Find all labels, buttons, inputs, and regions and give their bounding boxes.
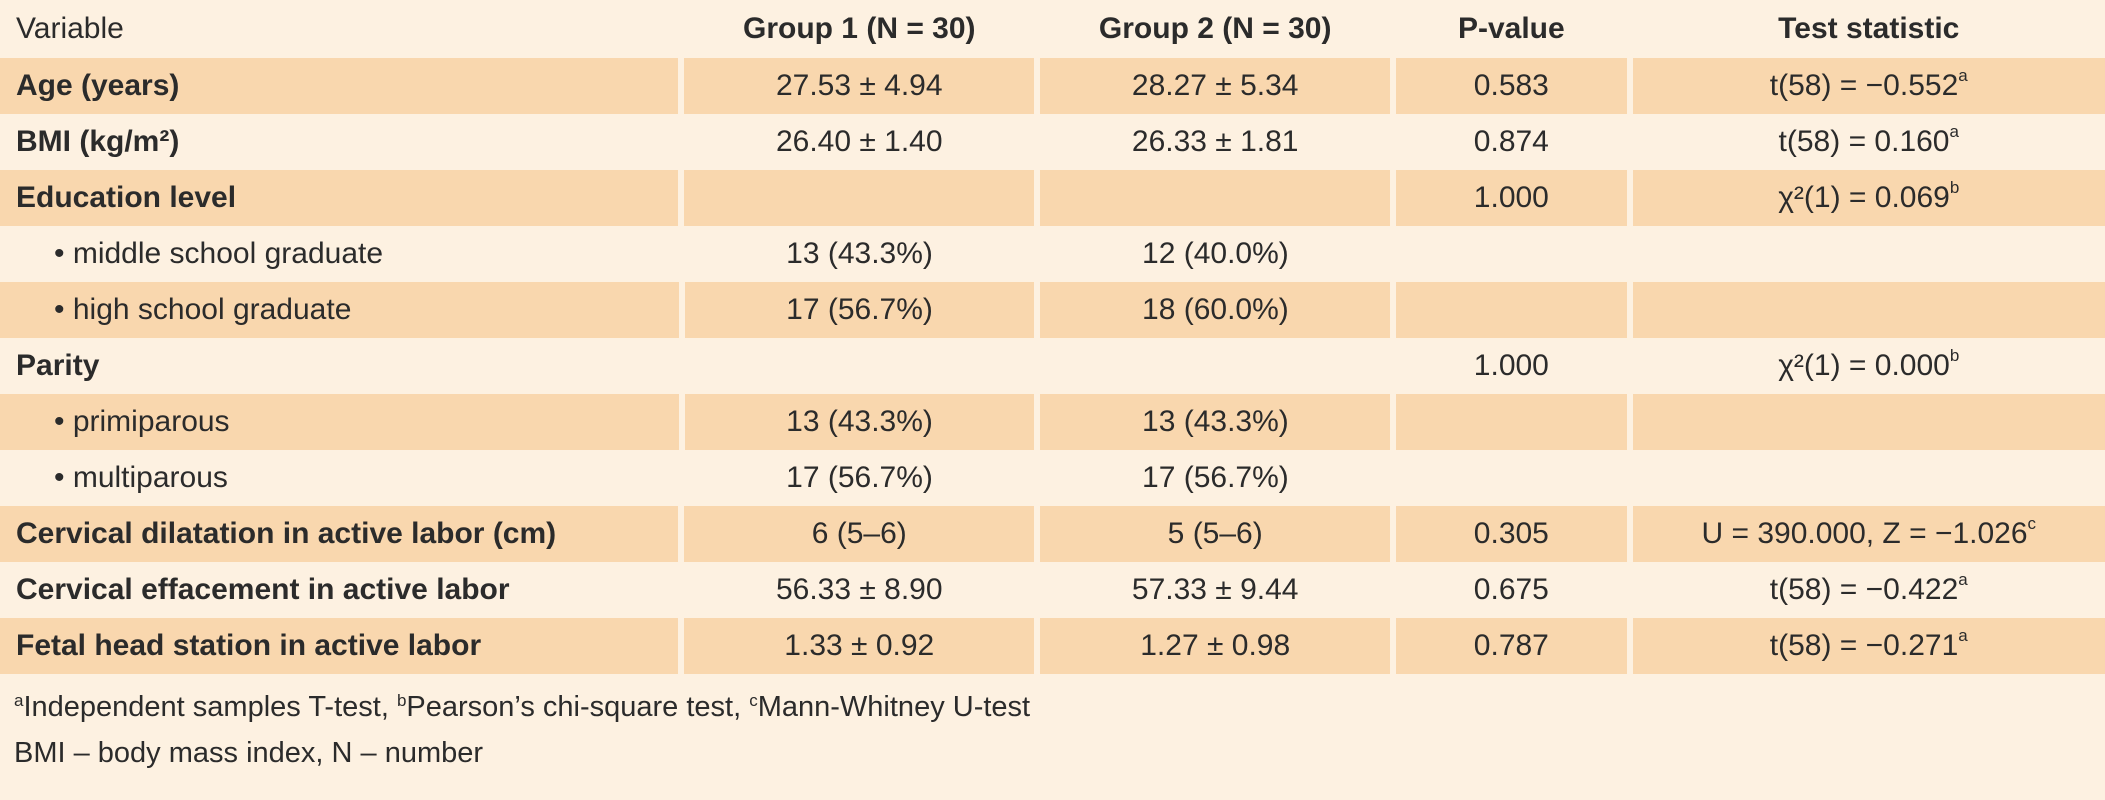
group1-value: 56.33 ± 8.90 <box>775 573 943 606</box>
group2-value: 5 (5–6) <box>1040 506 1391 562</box>
group1-value: 17 (56.7%) <box>684 282 1035 338</box>
table-row: BMI (kg/m²) 26.40 ± 1.40 26.33 ± 1.81 0.… <box>0 114 2105 170</box>
table-row: • primiparous 13 (43.3%) 13 (43.3%) <box>0 394 2105 450</box>
p-value <box>1396 394 1627 450</box>
group1-value: 17 (56.7%) <box>786 461 933 494</box>
group2-value <box>1040 170 1391 226</box>
group1-value <box>684 338 1034 394</box>
group2-value: 28.27 ± 5.34 <box>1040 58 1391 114</box>
header-group2: Group 2 (N = 30) <box>1098 12 1332 45</box>
group1-value: 27.53 ± 4.94 <box>684 58 1035 114</box>
footnote-b-text: Pearson’s chi-square test, <box>406 691 750 723</box>
row-label: Cervical effacement in active labor <box>16 573 510 606</box>
p-value: 0.787 <box>1396 618 1627 674</box>
table-row: Fetal head station in active labor 1.33 … <box>0 618 2105 674</box>
table-row: • high school graduate 17 (56.7%) 18 (60… <box>0 282 2105 338</box>
footnote-marker: c <box>2027 514 2037 533</box>
p-value <box>1396 450 1626 506</box>
table-row: Education level 1.000 χ²(1) = 0.069 b <box>0 170 2105 226</box>
row-label: • primiparous <box>0 394 679 450</box>
row-label: Parity <box>16 349 100 382</box>
p-value: 0.305 <box>1396 506 1627 562</box>
table-row: Cervical dilatation in active labor (cm)… <box>0 506 2105 562</box>
group1-value: 1.33 ± 0.92 <box>684 618 1035 674</box>
p-value: 1.000 <box>1396 170 1627 226</box>
footnote-abbreviations: BMI – body mass index, N – number <box>14 737 484 769</box>
group2-value: 26.33 ± 1.81 <box>1131 125 1299 158</box>
table-row: • multiparous 17 (56.7%) 17 (56.7%) <box>0 450 2105 506</box>
group1-value: 26.40 ± 1.40 <box>775 125 943 158</box>
test-statistic: t(58) = 0.160 a <box>1778 122 1959 158</box>
footnote-marker: b <box>1949 178 1960 197</box>
p-value: 1.000 <box>1473 349 1549 382</box>
table-footnotes: aIndependent samples T-test, bPearson’s … <box>14 686 1030 774</box>
p-value <box>1396 226 1626 282</box>
table-row: Cervical effacement in active labor 56.3… <box>0 562 2105 618</box>
p-value: 0.583 <box>1396 58 1627 114</box>
footnote-marker: a <box>1958 66 1968 85</box>
footnote-marker: a <box>1958 570 1968 589</box>
row-label: Fetal head station in active labor <box>0 618 679 674</box>
footnote-tests: aIndependent samples T-test, bPearson’s … <box>14 686 1030 732</box>
table-row: • middle school graduate 13 (43.3%) 12 (… <box>0 226 2105 282</box>
test-statistic: χ²(1) = 0.069 b <box>1632 170 2105 226</box>
footnote-marker-b: b <box>396 691 407 710</box>
header-test-statistic: Test statistic <box>1778 12 1960 45</box>
test-statistic: χ²(1) = 0.000 b <box>1778 346 1960 382</box>
group2-value <box>1040 338 1390 394</box>
group2-value: 17 (56.7%) <box>1142 461 1289 494</box>
table-header-row: Variable Group 1 (N = 30) Group 2 (N = 3… <box>0 0 2105 58</box>
test-statistic: t(58) = −0.271 a <box>1632 618 2105 674</box>
group1-value: 13 (43.3%) <box>684 394 1035 450</box>
baseline-characteristics-table: Variable Group 1 (N = 30) Group 2 (N = 3… <box>0 0 2105 674</box>
group2-value: 13 (43.3%) <box>1040 394 1391 450</box>
test-statistic: t(58) = −0.552 a <box>1632 58 2105 114</box>
table-row: Parity 1.000 χ²(1) = 0.000 b <box>0 338 2105 394</box>
test-statistic: t(58) = −0.422 a <box>1769 570 1968 606</box>
row-label: • middle school graduate <box>54 237 384 270</box>
footnote-marker-a: a <box>14 691 24 710</box>
footnote-marker: b <box>1949 346 1960 365</box>
footnote-marker: a <box>1958 626 1968 645</box>
test-statistic <box>1632 282 2105 338</box>
group2-value: 12 (40.0%) <box>1142 237 1289 270</box>
p-value: 0.874 <box>1473 125 1549 158</box>
table-row: Age (years) 27.53 ± 4.94 28.27 ± 5.34 0.… <box>0 58 2105 114</box>
test-statistic <box>1633 450 2105 506</box>
group2-value: 57.33 ± 9.44 <box>1131 573 1299 606</box>
p-value <box>1396 282 1627 338</box>
test-statistic <box>1633 226 2105 282</box>
row-label: Cervical dilatation in active labor (cm) <box>0 506 679 562</box>
footnote-a-text: Independent samples T-test, <box>23 691 397 723</box>
footnote-marker-c: c <box>749 691 758 710</box>
group1-value <box>684 170 1035 226</box>
group2-value: 1.27 ± 0.98 <box>1040 618 1391 674</box>
test-statistic <box>1632 394 2105 450</box>
header-pvalue: P-value <box>1457 12 1565 45</box>
test-statistic: U = 390.000, Z = −1.026 c <box>1632 506 2105 562</box>
row-label: BMI (kg/m²) <box>16 125 180 158</box>
group1-value: 13 (43.3%) <box>786 237 933 270</box>
row-label: • high school graduate <box>0 282 679 338</box>
header-variable: Variable <box>16 12 124 45</box>
row-label: Education level <box>0 170 679 226</box>
row-label: Age (years) <box>0 58 679 114</box>
group1-value: 6 (5–6) <box>684 506 1035 562</box>
footnote-marker: a <box>1949 122 1959 141</box>
group2-value: 18 (60.0%) <box>1040 282 1391 338</box>
header-group1: Group 1 (N = 30) <box>742 12 976 45</box>
footnote-c-text: Mann-Whitney U-test <box>757 691 1031 723</box>
p-value: 0.675 <box>1473 573 1549 606</box>
row-label: • multiparous <box>54 461 228 494</box>
